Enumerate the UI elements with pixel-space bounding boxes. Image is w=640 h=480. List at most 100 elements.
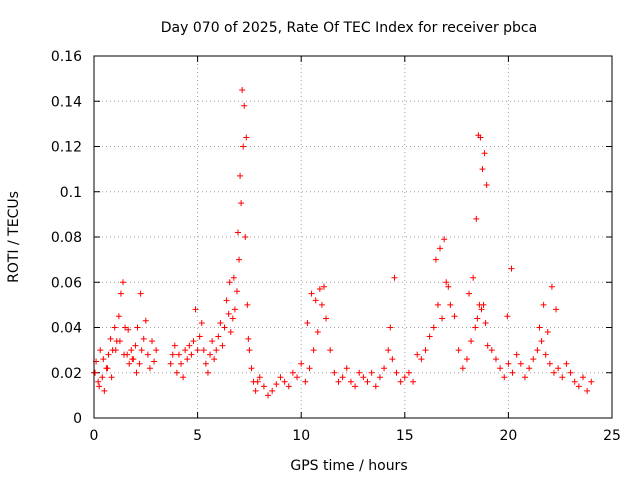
x-tick-label: 5: [193, 428, 202, 444]
grid-layer: [94, 56, 612, 418]
data-point: [588, 378, 595, 385]
data-point: [196, 333, 203, 340]
data-point: [579, 374, 586, 381]
data-point: [142, 317, 149, 324]
data-point: [422, 347, 429, 354]
data-point: [204, 369, 211, 376]
data-point: [190, 338, 197, 345]
data-point: [213, 347, 220, 354]
data-point: [483, 181, 490, 188]
data-point: [451, 313, 458, 320]
data-point: [217, 319, 224, 326]
data-point: [105, 351, 112, 358]
data-point: [223, 297, 230, 304]
data-point: [233, 288, 240, 295]
data-point: [198, 319, 205, 326]
data-point: [360, 374, 367, 381]
data-point: [122, 324, 129, 331]
data-point: [320, 283, 327, 290]
data-point: [470, 274, 477, 281]
x-tick-label: 0: [90, 428, 99, 444]
data-point: [229, 315, 236, 322]
data-point: [202, 360, 209, 367]
x-axis-label: GPS time / hours: [290, 458, 407, 474]
data-point: [302, 378, 309, 385]
data-point: [534, 347, 541, 354]
data-point: [401, 374, 408, 381]
data-point: [410, 378, 417, 385]
data-point: [221, 324, 228, 331]
data-point: [285, 383, 292, 390]
data-point: [505, 360, 512, 367]
data-point: [571, 378, 578, 385]
data-point: [468, 338, 475, 345]
data-point: [445, 283, 452, 290]
y-tick-label: 0.06: [51, 275, 82, 291]
data-point: [138, 347, 145, 354]
data-point: [121, 351, 128, 358]
data-point: [133, 369, 140, 376]
data-point: [559, 374, 566, 381]
data-point: [188, 351, 195, 358]
data-point: [555, 365, 562, 372]
data-point: [111, 324, 118, 331]
data-point: [215, 333, 222, 340]
data-point: [567, 369, 574, 376]
data-point: [430, 324, 437, 331]
data-point: [245, 335, 252, 342]
data-point: [477, 134, 484, 141]
data-point: [316, 286, 323, 293]
data-point: [236, 256, 243, 263]
x-tick-label: 10: [292, 428, 310, 444]
data-point: [225, 310, 232, 317]
data-point: [387, 324, 394, 331]
chart-title: Day 070 of 2025, Rate Of TEC Index for r…: [161, 20, 537, 36]
data-point: [530, 356, 537, 363]
data-point: [92, 369, 99, 376]
data-point: [474, 315, 481, 322]
data-point: [312, 297, 319, 304]
data-point: [277, 374, 284, 381]
data-point: [434, 301, 441, 308]
data-point: [405, 369, 412, 376]
data-point: [308, 290, 315, 297]
data-point: [231, 306, 238, 313]
data-point: [488, 347, 495, 354]
data-point: [97, 347, 104, 354]
data-point: [252, 387, 259, 394]
y-tick-label: 0.08: [51, 230, 82, 246]
data-point: [466, 290, 473, 297]
data-point: [260, 383, 267, 390]
data-point: [497, 365, 504, 372]
data-point: [455, 347, 462, 354]
data-point: [100, 356, 107, 363]
data-point: [246, 347, 253, 354]
data-point: [553, 306, 560, 313]
plot-frame: [93, 55, 613, 419]
data-point: [482, 319, 489, 326]
x-tick-label: 15: [396, 428, 414, 444]
data-point: [235, 229, 242, 236]
data-point: [304, 319, 311, 326]
data-point: [238, 200, 245, 207]
data-point: [117, 290, 124, 297]
data-point: [327, 347, 334, 354]
data-point: [144, 351, 151, 358]
data-point: [230, 274, 237, 281]
data-point: [492, 356, 499, 363]
data-point: [239, 86, 246, 93]
data-point: [149, 338, 156, 345]
data-point: [385, 347, 392, 354]
data-point: [479, 166, 486, 173]
y-tick-label: 0.14: [51, 94, 82, 110]
y-tick-label: 0.16: [51, 49, 82, 65]
data-point: [294, 374, 301, 381]
data-point: [207, 351, 214, 358]
data-point: [134, 324, 141, 331]
data-point: [167, 360, 174, 367]
data-point: [219, 342, 226, 349]
data-point: [241, 102, 248, 109]
data-point: [443, 279, 450, 286]
data-point: [269, 387, 276, 394]
data-point: [248, 365, 255, 372]
